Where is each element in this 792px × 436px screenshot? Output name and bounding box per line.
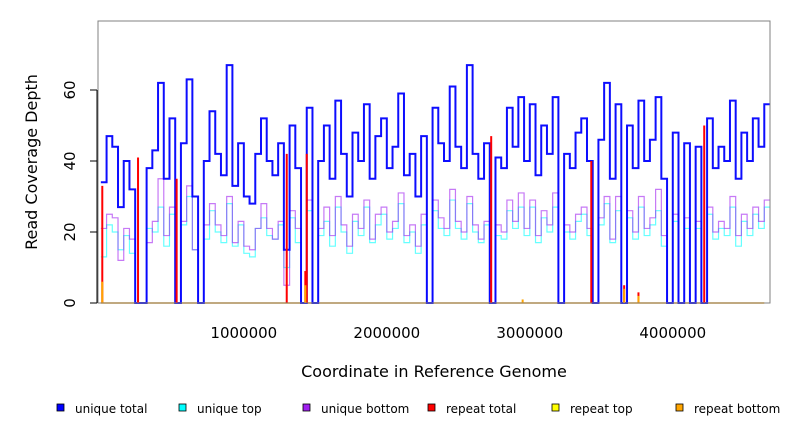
- unique-total-line: [100, 64, 770, 304]
- legend-label: unique bottom: [321, 402, 409, 416]
- legend-label: unique top: [197, 402, 262, 416]
- x-axis-label: Coordinate in Reference Genome: [301, 362, 567, 381]
- y-tick-label: 60: [61, 80, 79, 99]
- y-axis: 0 20 40 60: [61, 80, 98, 308]
- x-tick-label: 4000000: [639, 324, 706, 342]
- legend-swatch: [551, 403, 560, 412]
- legend-swatch: [302, 403, 311, 412]
- y-tick-label: 0: [61, 298, 79, 308]
- y-tick-label: 40: [61, 151, 79, 170]
- legend: unique total unique top unique bottom repea…: [56, 402, 780, 416]
- x-tick-label: 1000000: [210, 324, 277, 342]
- legend-item-repeat-top: repeat top: [551, 402, 633, 416]
- legend-label: repeat total: [446, 402, 516, 416]
- x-tick-label: 2000000: [353, 324, 420, 342]
- y-axis-label: Read Coverage Depth: [22, 74, 41, 250]
- legend-swatch: [56, 403, 65, 412]
- unique-bottom-line: [100, 178, 770, 304]
- plot-frame: [97, 20, 771, 304]
- x-tick-label: 3000000: [496, 324, 563, 342]
- legend-item-unique-total: unique total: [56, 402, 147, 416]
- legend-item-repeat-total: repeat total: [427, 402, 516, 416]
- legend-label: unique total: [75, 402, 147, 416]
- legend-item-repeat-bottom: repeat bottom: [675, 402, 780, 416]
- legend-swatch: [675, 403, 684, 412]
- plot-area: [100, 64, 770, 304]
- unique-top-line: [100, 195, 770, 304]
- legend-swatch: [427, 403, 436, 412]
- legend-label: repeat top: [570, 402, 633, 416]
- legend-swatch: [178, 403, 187, 412]
- legend-label: repeat bottom: [694, 402, 780, 416]
- legend-item-unique-bottom: unique bottom: [302, 402, 409, 416]
- legend-item-unique-top: unique top: [178, 402, 262, 416]
- x-axis: 1000000 2000000 3000000 4000000: [210, 324, 706, 342]
- y-tick-label: 20: [61, 222, 79, 241]
